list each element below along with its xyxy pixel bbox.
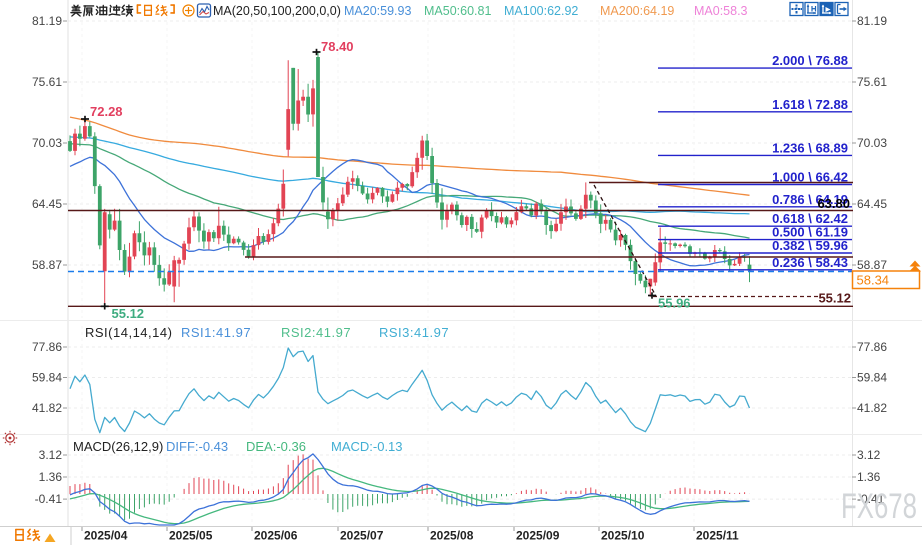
svg-text:3.12: 3.12	[857, 448, 881, 462]
svg-text:55.12: 55.12	[818, 291, 851, 306]
svg-text:MACD(26,12,9): MACD(26,12,9)	[73, 439, 163, 454]
svg-text:3.12: 3.12	[39, 448, 63, 462]
svg-text:-0.41: -0.41	[857, 492, 885, 506]
svg-text:MA200:64.19: MA200:64.19	[600, 4, 674, 18]
svg-text:81.19: 81.19	[32, 14, 62, 28]
svg-text:RSI3:41.97: RSI3:41.97	[379, 325, 449, 340]
svg-text:58.87: 58.87	[32, 258, 62, 272]
svg-text:63.80: 63.80	[817, 196, 850, 211]
svg-text:2025/05: 2025/05	[169, 529, 213, 543]
svg-text:MA20:59.93: MA20:59.93	[344, 4, 411, 18]
svg-text:RSI(14,14,14): RSI(14,14,14)	[85, 325, 172, 340]
svg-text:2025/06: 2025/06	[254, 529, 298, 543]
svg-text:RSI2:41.97: RSI2:41.97	[281, 325, 351, 340]
svg-text:0.786 \ 64.19: 0.786 \ 64.19	[772, 192, 848, 207]
svg-text:FX678: FX678	[841, 487, 917, 526]
svg-text:77.86: 77.86	[32, 340, 62, 354]
svg-text:41.82: 41.82	[32, 401, 62, 415]
svg-text:1.36: 1.36	[857, 470, 881, 484]
svg-text:1.000 \ 66.42: 1.000 \ 66.42	[772, 170, 848, 185]
svg-text:MA50:60.81: MA50:60.81	[424, 4, 491, 18]
svg-text:75.61: 75.61	[857, 75, 887, 89]
svg-text:1.618 \ 72.88: 1.618 \ 72.88	[772, 97, 848, 112]
svg-text:72.28: 72.28	[90, 104, 123, 119]
svg-text:58.87: 58.87	[857, 258, 887, 272]
svg-text:0.500 \ 61.19: 0.500 \ 61.19	[772, 225, 848, 240]
svg-text:81.19: 81.19	[857, 14, 887, 28]
svg-text:59.84: 59.84	[857, 371, 887, 385]
svg-text:-0.41: -0.41	[35, 492, 63, 506]
svg-text:RSI1:41.97: RSI1:41.97	[181, 325, 251, 340]
svg-text:1.236 \ 68.89: 1.236 \ 68.89	[772, 140, 848, 155]
svg-text:59.84: 59.84	[32, 371, 62, 385]
svg-text:64.45: 64.45	[32, 197, 62, 211]
svg-text:2025/10: 2025/10	[601, 529, 645, 543]
svg-text:75.61: 75.61	[32, 75, 62, 89]
svg-text:77.86: 77.86	[857, 340, 887, 354]
svg-text:2025/09: 2025/09	[516, 529, 560, 543]
svg-text:MA(20,50,100,200,0,0): MA(20,50,100,200,0,0)	[213, 4, 341, 18]
svg-text:58.34: 58.34	[857, 273, 890, 288]
svg-text:2025/07: 2025/07	[340, 529, 384, 543]
svg-text:0.382 \ 59.96: 0.382 \ 59.96	[772, 238, 848, 253]
svg-text:55.12: 55.12	[112, 306, 145, 321]
svg-text:2025/04: 2025/04	[84, 529, 128, 543]
svg-text:2025/08: 2025/08	[430, 529, 474, 543]
svg-text:DEA:-0.36: DEA:-0.36	[246, 439, 306, 454]
svg-text:MACD:-0.13: MACD:-0.13	[331, 439, 403, 454]
svg-text:MA0:58.3: MA0:58.3	[694, 4, 748, 18]
svg-text:2025/11: 2025/11	[696, 529, 739, 543]
svg-text:0.618 \ 62.42: 0.618 \ 62.42	[772, 211, 848, 226]
svg-text:DIFF:-0.43: DIFF:-0.43	[166, 439, 228, 454]
svg-text:78.40: 78.40	[321, 39, 354, 54]
svg-text:64.45: 64.45	[857, 197, 887, 211]
svg-text:70.03: 70.03	[32, 136, 62, 150]
svg-text:1.36: 1.36	[39, 470, 63, 484]
svg-text:MA100:62.92: MA100:62.92	[504, 4, 578, 18]
svg-text:70.03: 70.03	[857, 136, 887, 150]
svg-text:0.236 \ 58.43: 0.236 \ 58.43	[772, 255, 848, 270]
svg-text:2.000 \ 76.88: 2.000 \ 76.88	[772, 53, 848, 68]
svg-text:55.96: 55.96	[658, 296, 691, 311]
svg-text:41.82: 41.82	[857, 401, 887, 415]
